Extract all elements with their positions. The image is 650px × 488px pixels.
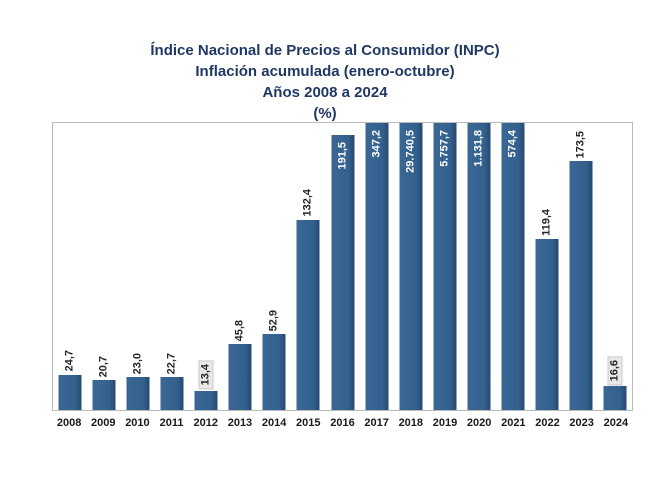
chart-title-line-2: Inflación acumulada (enero-octubre) <box>195 63 455 80</box>
bar-value-label-2018: 29.740,5 <box>404 130 417 173</box>
bar-2017 <box>365 123 389 410</box>
bar-column-2015: 132,4 <box>291 123 325 410</box>
bar-value-label-2013: 45,8 <box>233 319 246 342</box>
bar-2013 <box>228 344 252 410</box>
bar-value-label-2010: 23,0 <box>131 352 144 374</box>
bar-value-label-2012: 13,4 <box>198 360 214 390</box>
bar-2015 <box>296 220 320 410</box>
bar-value-label-2014: 52,9 <box>267 309 280 332</box>
bar-column-2010: 23,0 <box>121 123 155 410</box>
bar-value-label-2022: 119,4 <box>540 208 553 236</box>
bar-2014 <box>262 334 286 410</box>
bar-2022 <box>535 238 559 410</box>
x-axis-label-2020: 2020 <box>466 417 492 429</box>
bar-column-2016: 191,5 <box>326 123 360 410</box>
bar-column-2017: 347,2 <box>360 123 394 410</box>
bar-value-label-2008: 24,7 <box>63 350 76 372</box>
bar-column-2012: 13,4 <box>189 123 223 410</box>
bar-column-2009: 20,7 <box>87 123 121 410</box>
chart-title-line-4: (%) <box>313 105 337 122</box>
x-axis: 2008 2009 2010 2011 2012 2013 2014 2015 2016 2017… <box>52 417 633 429</box>
chart-title-line-3: Años 2008 a 2024 <box>262 84 388 101</box>
bar-column-2019: 5.757,7 <box>428 123 462 410</box>
bar-value-label-2017: 347,2 <box>370 130 383 158</box>
bar-value-label-2023: 173,5 <box>574 130 587 159</box>
bar-column-2023: 173,5 <box>564 123 598 410</box>
bar-value-label-2011: 22,7 <box>165 353 178 375</box>
bar-2010 <box>126 377 150 410</box>
x-axis-label-2015: 2015 <box>296 417 321 429</box>
x-axis-label-2021: 2021 <box>501 417 526 429</box>
bar-2018 <box>399 123 423 410</box>
bar-2023 <box>569 161 593 410</box>
bar-2012 <box>194 390 218 410</box>
bar-column-2022: 119,4 <box>530 123 564 410</box>
bar-2008 <box>58 374 82 410</box>
bar-2024 <box>603 386 627 410</box>
bar-value-label-2015: 132,4 <box>301 189 314 218</box>
bar-column-2013: 45,8 <box>223 123 257 410</box>
bar-value-label-2016: 191,5 <box>336 142 349 170</box>
x-axis-label-2023: 2023 <box>569 417 594 429</box>
bar-value-label-2024: 16,6 <box>607 355 623 386</box>
bar-column-2011: 22,7 <box>155 123 189 410</box>
x-axis-label-2018: 2018 <box>398 417 424 429</box>
x-axis-label-2008: 2008 <box>56 417 82 429</box>
x-axis-label-2013: 2013 <box>227 417 253 429</box>
bar-column-2018: 29.740,5 <box>394 123 428 410</box>
bar-column-2021: 574,4 <box>496 123 530 410</box>
x-axis-label-2022: 2022 <box>535 417 560 429</box>
bar-2019 <box>433 123 457 410</box>
plot-area: 24,7 20,7 23,0 22,7 13,4 45,8 52,9 132,4 191,5 34… <box>52 122 633 411</box>
x-axis-label-2009: 2009 <box>91 417 116 429</box>
chart-title: Índice Nacional de Precios al Consumidor… <box>0 40 650 124</box>
bar-2011 <box>160 377 184 410</box>
bar-column-2014: 52,9 <box>257 123 291 410</box>
x-axis-label-2014: 2014 <box>261 417 287 429</box>
bar-2016 <box>331 135 355 410</box>
bar-column-2008: 24,7 <box>53 123 87 410</box>
x-axis-label-2010: 2010 <box>125 417 150 429</box>
x-axis-label-2016: 2016 <box>330 417 355 429</box>
bar-column-2024: 16,6 <box>598 123 632 410</box>
bar-value-label-2019: 5.757,7 <box>438 130 451 167</box>
x-axis-label-2019: 2019 <box>432 417 458 429</box>
bar-2009 <box>92 380 116 410</box>
bar-value-label-2021: 574,4 <box>506 130 519 158</box>
bar-value-label-2020: 1.131,8 <box>472 130 485 167</box>
x-axis-label-2012: 2012 <box>193 417 219 429</box>
x-axis-label-2011: 2011 <box>159 417 184 429</box>
x-axis-label-2024: 2024 <box>603 417 629 429</box>
bar-value-label-2009: 20,7 <box>97 355 110 378</box>
bar-2020 <box>467 123 491 410</box>
chart-title-line-1: Índice Nacional de Precios al Consumidor… <box>150 42 500 59</box>
bar-2021 <box>501 123 525 410</box>
bar-column-2020: 1.131,8 <box>462 123 496 410</box>
x-axis-label-2017: 2017 <box>364 417 389 429</box>
